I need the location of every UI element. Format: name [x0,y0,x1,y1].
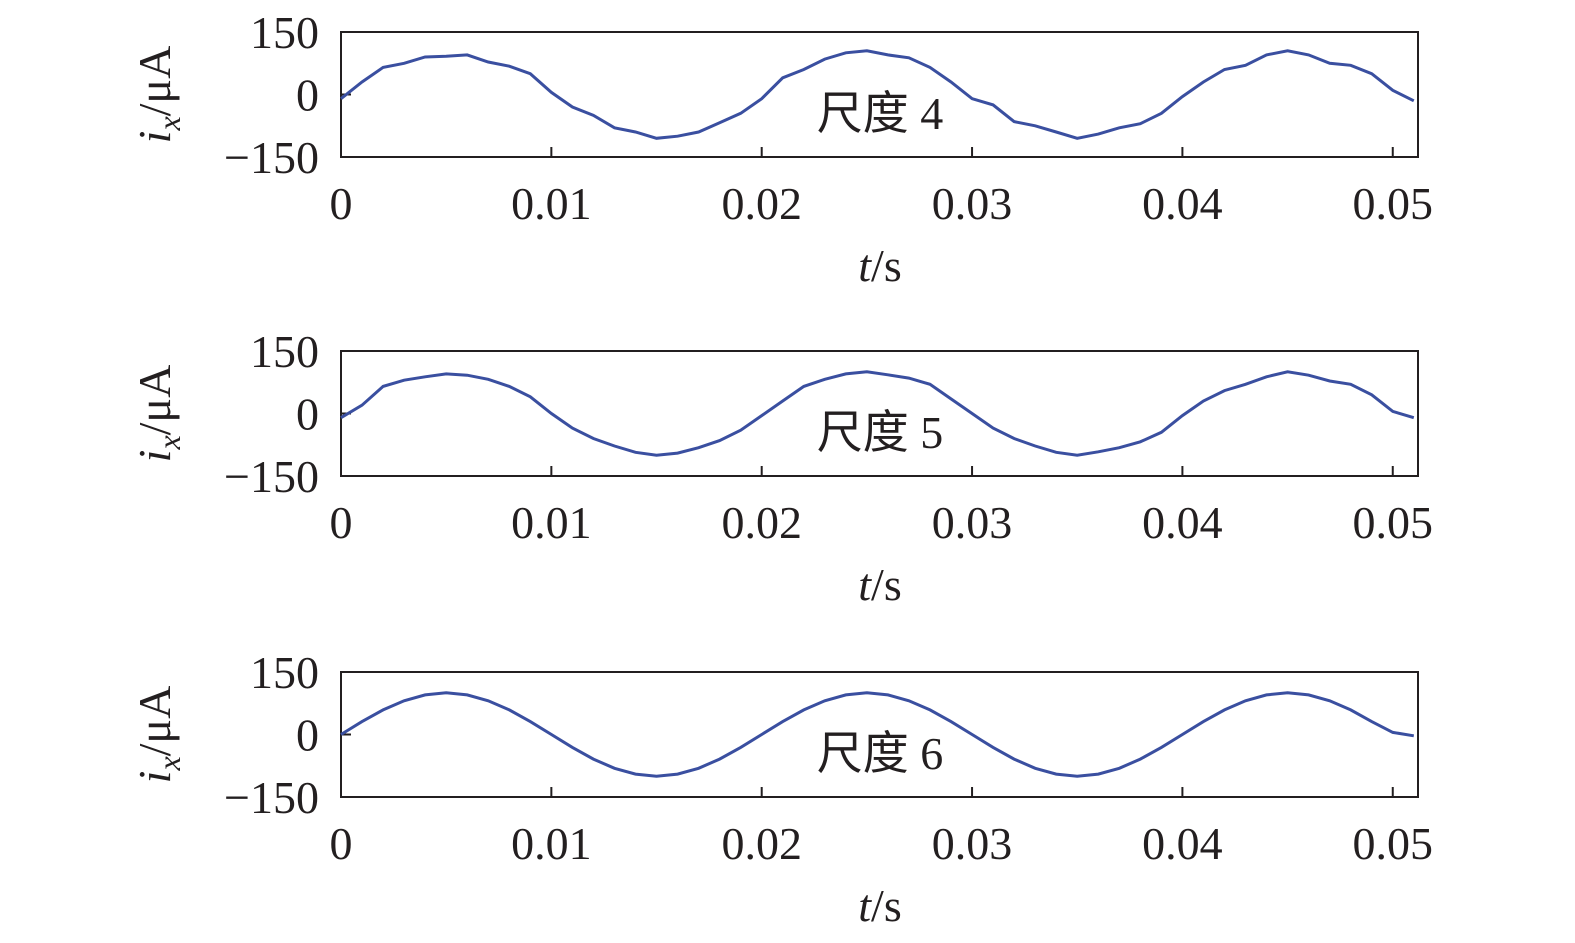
y-axis-label: ix/μA [129,46,187,144]
x-axis-label: t/s [858,880,901,931]
x-tick-label: 0.02 [721,497,802,548]
x-tick-label: 0.01 [511,818,592,869]
x-tick-label: 0.05 [1353,497,1434,548]
data-line [340,49,1415,140]
x-axis-label: t/s [858,240,901,291]
x-tick-label: 0 [330,497,353,548]
x-tick-label: 0 [330,178,353,229]
y-tick-label: −150 [224,772,319,823]
y-axis-label: ix/μA [129,365,187,463]
y-tick-label: 150 [250,7,319,58]
x-tick-label: 0.03 [932,497,1013,548]
x-tick-label: 0.03 [932,178,1013,229]
y-tick-label: 0 [296,710,319,761]
x-label-unit: /s [871,240,902,291]
y-label-sub: x [151,116,187,131]
x-tick-label: 0.01 [511,178,592,229]
y-tick-label: 0 [296,70,319,121]
y-tick-label: −150 [224,451,319,502]
y-tick-label: 150 [250,326,319,377]
x-label-var: t [858,880,872,931]
y-tick-label: 0 [296,389,319,440]
y-label-sub: x [151,435,187,450]
y-label-var: i [129,771,180,784]
x-tick-label: 0.04 [1142,178,1223,229]
annotation: 尺度 5 [817,407,944,458]
x-tick-label: 0.01 [511,497,592,548]
x-tick-label: 0.03 [932,818,1013,869]
y-tick-label: −150 [224,132,319,183]
y-tick-label: 150 [250,647,319,698]
annotation: 尺度 4 [817,88,944,139]
x-label-unit: /s [871,559,902,610]
x-axis-label: t/s [858,559,901,610]
y-label-unit: /μA [129,46,180,117]
y-label-sub: x [151,756,187,771]
annotation: 尺度 6 [817,728,944,779]
y-axis-label: ix/μA [129,686,187,784]
x-tick-label: 0.02 [721,818,802,869]
x-tick-label: 0.05 [1353,818,1434,869]
x-tick-label: 0.05 [1353,178,1434,229]
x-label-var: t [858,240,872,291]
x-tick-label: 0 [330,818,353,869]
x-label-unit: /s [871,880,902,931]
x-tick-label: 0.04 [1142,818,1223,869]
x-tick-label: 0.02 [721,178,802,229]
x-label-var: t [858,559,872,610]
x-tick-label: 0.04 [1142,497,1223,548]
data-line [340,370,1415,457]
y-label-unit: /μA [129,365,180,436]
y-label-var: i [129,450,180,463]
data-line [340,691,1415,778]
y-label-var: i [129,131,180,144]
y-label-unit: /μA [129,686,180,757]
